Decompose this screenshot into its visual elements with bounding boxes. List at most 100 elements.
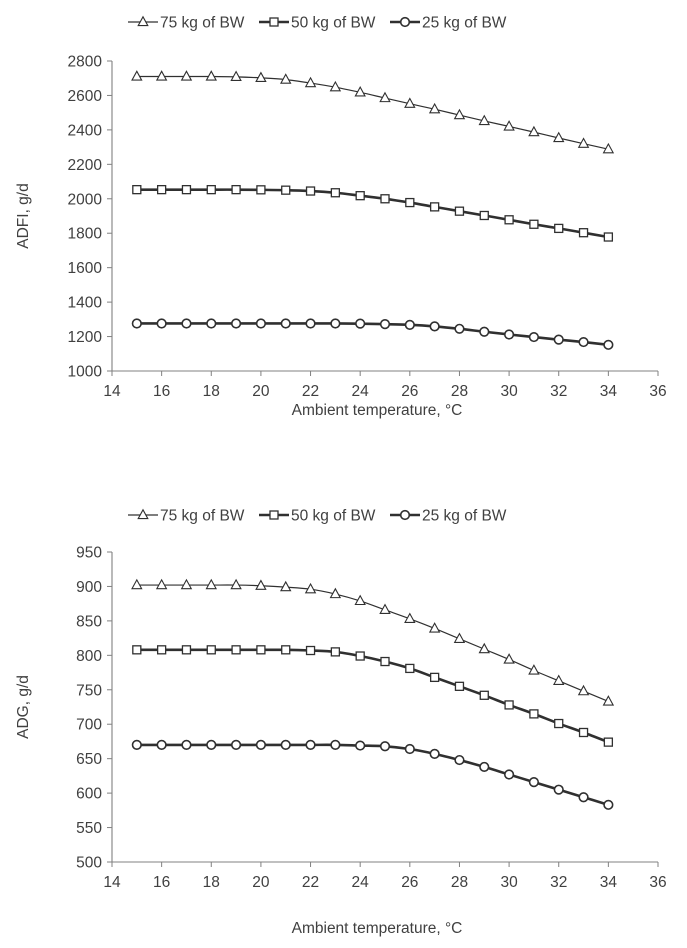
data-point <box>580 728 588 736</box>
data-point <box>231 580 241 589</box>
data-point <box>307 187 315 195</box>
data-point <box>579 793 588 802</box>
x-tick-label: 28 <box>451 874 468 891</box>
x-tick-label: 18 <box>203 874 220 891</box>
data-point <box>331 648 339 656</box>
legend-label: 25 kg of BW <box>422 15 507 32</box>
legend-label: 50 kg of BW <box>291 15 376 32</box>
legend-label: 25 kg of BW <box>422 508 507 525</box>
y-tick-label: 1000 <box>68 364 103 381</box>
x-tick-label: 36 <box>649 874 666 891</box>
data-point <box>431 203 439 211</box>
legend-item-25-kg-of-bw: 25 kg of BW <box>390 15 507 32</box>
data-point <box>231 72 241 81</box>
data-point <box>381 195 389 203</box>
data-point <box>182 646 190 654</box>
legend: 75 kg of BW 50 kg of BW 25 kg of BW <box>128 15 507 32</box>
x-tick-label: 26 <box>401 383 418 400</box>
legend-item-50-kg-of-bw: 50 kg of BW <box>259 15 376 32</box>
x-axis-title: Ambient temperature, °C <box>292 920 463 937</box>
legend-marker <box>401 18 410 27</box>
data-point <box>505 770 514 779</box>
data-point <box>331 741 340 750</box>
data-point <box>480 763 489 772</box>
data-point <box>182 741 191 750</box>
data-point <box>207 186 215 194</box>
data-point <box>207 741 216 750</box>
data-point <box>133 646 141 654</box>
y-tick-label: 600 <box>76 786 102 803</box>
data-point <box>257 741 266 750</box>
data-point <box>157 580 167 589</box>
data-point <box>604 801 613 810</box>
x-tick-label: 32 <box>550 383 567 400</box>
data-point <box>480 691 488 699</box>
data-point <box>232 646 240 654</box>
y-tick-label: 750 <box>76 682 102 699</box>
series-line <box>137 76 609 149</box>
x-tick-label: 14 <box>103 874 121 891</box>
y-tick-label: 650 <box>76 751 102 768</box>
data-point <box>331 189 339 197</box>
data-point <box>430 322 439 331</box>
y-tick-label: 1800 <box>68 226 103 243</box>
legend-marker <box>138 510 148 519</box>
data-point <box>206 580 216 589</box>
y-tick-label: 2000 <box>68 191 103 208</box>
x-tick-label: 24 <box>352 874 370 891</box>
data-point <box>356 741 365 750</box>
data-point <box>331 319 340 328</box>
y-axis-title: ADFI, g/d <box>15 183 32 248</box>
data-point <box>579 338 588 347</box>
data-point <box>555 224 563 232</box>
data-point <box>306 741 315 750</box>
data-point <box>207 646 215 654</box>
data-point <box>529 665 539 674</box>
legend-label: 50 kg of BW <box>291 508 376 525</box>
series-75-kg-of-bw <box>132 580 613 705</box>
chart-1: 75 kg of BW 50 kg of BW 25 kg of BW 1000 120… <box>15 15 667 420</box>
data-point <box>406 199 414 207</box>
x-tick-label: 16 <box>153 383 170 400</box>
chart-2: 75 kg of BW 50 kg of BW 25 kg of BW 500 550 6… <box>15 508 667 938</box>
data-point <box>182 580 192 589</box>
x-tick-label: 18 <box>203 383 220 400</box>
data-point <box>232 186 240 194</box>
x-tick-label: 30 <box>500 383 518 400</box>
x-tick-label: 14 <box>103 383 121 400</box>
y-tick-label: 700 <box>76 717 102 734</box>
data-point <box>133 741 142 750</box>
data-point <box>604 233 612 241</box>
series-25-kg-of-bw <box>133 741 613 810</box>
data-point <box>455 682 463 690</box>
y-tick-label: 550 <box>76 820 102 837</box>
data-point <box>256 581 266 590</box>
data-point <box>604 341 613 350</box>
y-axis-title: ADG, g/d <box>15 675 32 739</box>
data-point <box>530 710 538 718</box>
data-point <box>530 778 539 787</box>
data-point <box>455 756 464 765</box>
legend-label: 75 kg of BW <box>160 15 245 32</box>
data-point <box>455 207 463 215</box>
data-point <box>555 720 563 728</box>
series-25-kg-of-bw <box>133 319 613 349</box>
x-axis-title: Ambient temperature, °C <box>292 402 463 419</box>
series-75-kg-of-bw <box>132 71 613 152</box>
data-point <box>554 335 563 344</box>
data-point <box>530 220 538 228</box>
data-point <box>232 741 241 750</box>
data-point <box>132 71 142 80</box>
x-tick-label: 20 <box>252 874 270 891</box>
legend-marker <box>138 17 148 26</box>
x-tick-label: 22 <box>302 383 319 400</box>
series-50-kg-of-bw <box>133 646 613 746</box>
legend-item-75-kg-of-bw: 75 kg of BW <box>128 508 245 525</box>
y-tick-label: 1400 <box>68 295 103 312</box>
x-tick-label: 24 <box>352 383 370 400</box>
x-tick-label: 34 <box>600 383 618 400</box>
data-point <box>182 186 190 194</box>
data-point <box>480 327 489 336</box>
x-tick-label: 20 <box>252 383 270 400</box>
legend-label: 75 kg of BW <box>160 508 245 525</box>
